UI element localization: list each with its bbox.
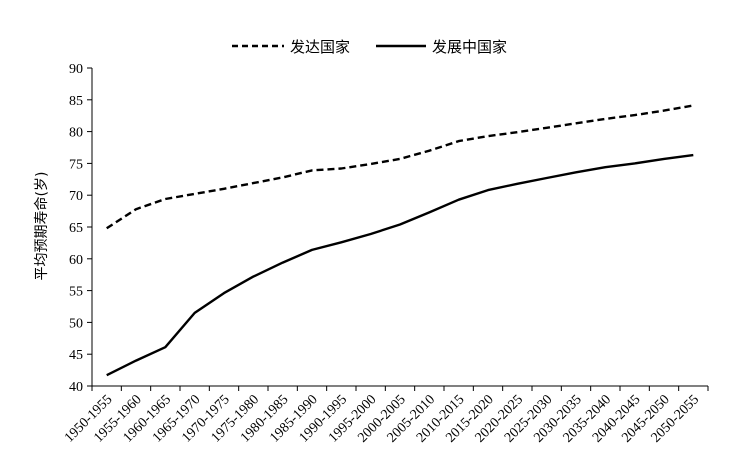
series-line-1	[106, 153, 694, 377]
y-tick-label: 75	[69, 157, 83, 172]
x-ticks: 1950-19551955-19601960-19651965-19701970…	[62, 386, 709, 446]
y-tick-label: 85	[69, 94, 83, 109]
y-tick-label: 55	[69, 285, 83, 300]
y-axis-label: 平均预期寿命(岁)	[33, 172, 50, 281]
legend: 发达国家 发展中国家	[232, 38, 507, 56]
y-ticks: 40 45 50 55 60 65 70 75 80 85 90	[69, 62, 92, 395]
axes	[91, 68, 708, 387]
y-tick-label: 80	[69, 126, 83, 141]
legend-label-developed: 发达国家	[290, 38, 350, 56]
series	[106, 104, 694, 377]
y-tick-label: 50	[69, 316, 83, 331]
y-tick-label: 70	[69, 189, 83, 204]
y-tick-label: 45	[69, 348, 83, 363]
y-tick-label: 40	[69, 380, 83, 395]
y-tick-label: 65	[69, 221, 83, 236]
legend-label-developing: 发展中国家	[432, 38, 507, 56]
y-tick-label: 60	[69, 253, 83, 268]
series-line-0	[106, 104, 694, 230]
y-tick-label: 90	[69, 62, 83, 77]
